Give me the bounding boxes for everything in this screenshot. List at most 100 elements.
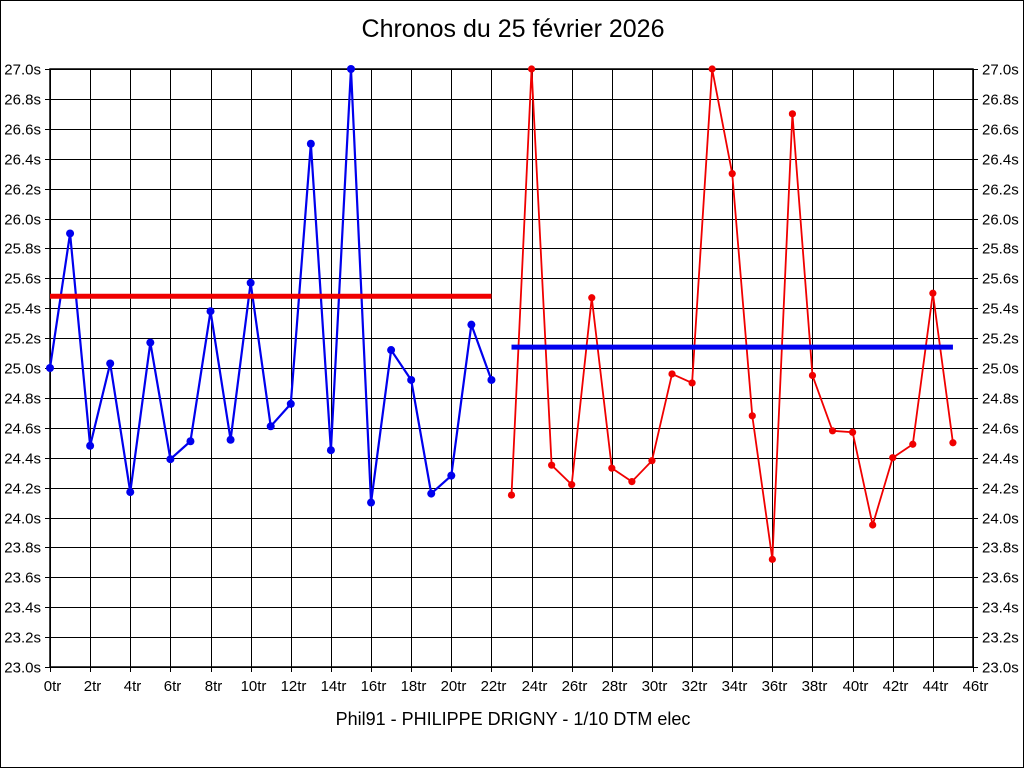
y-axis-label-right: 25.8s [982,241,1019,258]
y-axis-label-right: 23.6s [982,570,1019,587]
y-axis-label-right: 24.6s [982,421,1019,438]
y-axis-label-left: 23.6s [4,570,41,587]
x-axis-label: 4tr [124,678,142,695]
laps-series-blue-marker [226,435,235,444]
laps-series-blue-marker [166,455,175,464]
x-axis-label: 24tr [522,678,548,695]
y-axis-label-right: 23.0s [982,660,1019,677]
y-axis-label-left: 24.6s [4,421,41,438]
x-axis-label: 16tr [361,678,387,695]
y-axis-label-right: 25.2s [982,331,1019,348]
x-axis-label: 40tr [843,678,869,695]
laps-series-red-marker [949,439,957,447]
x-axis-label: 2tr [84,678,102,695]
laps-series-red-marker [728,170,736,178]
laps-series-blue-marker [186,437,195,446]
x-axis-label: 36tr [762,678,788,695]
y-axis-label-right: 26.2s [982,182,1019,199]
laps-series-red-marker [889,454,897,462]
x-axis-label: 10tr [241,678,267,695]
y-axis-label-right: 24.0s [982,511,1019,528]
laps-series-blue-marker [326,446,335,455]
laps-series-red-marker [608,464,616,472]
laps-series-red-marker [548,461,556,469]
laps-series-blue-marker [387,346,396,355]
laps-series-red-marker [668,370,676,378]
x-axis-label: 32tr [682,678,708,695]
laps-series-blue-marker [126,488,135,497]
x-axis-label: 14tr [321,678,347,695]
y-axis-label-right: 26.8s [982,92,1019,109]
laps-series-red-marker [688,379,696,387]
y-axis-label-left: 23.4s [4,600,41,617]
y-axis-label-left: 23.8s [4,540,41,557]
y-axis-label-left: 25.8s [4,241,41,258]
y-axis-label-right: 24.2s [982,481,1019,498]
laps-series-red-marker [788,110,797,118]
y-axis-label-right: 25.6s [982,271,1019,288]
laps-series-blue-marker [146,338,155,347]
y-axis-label-right: 25.0s [982,361,1019,378]
y-axis-label-left: 24.8s [4,391,41,408]
y-axis-label-right: 27.0s [982,62,1019,79]
y-axis-label-right: 24.8s [982,391,1019,408]
laps-series-red-marker [849,428,857,436]
laps-series-blue-marker [467,320,476,329]
laps-series-blue-marker [286,399,295,408]
x-axis-label: 8tr [205,678,223,695]
x-axis-label: 38tr [802,678,828,695]
y-axis-label-left: 27.0s [4,62,41,79]
y-axis-label-left: 25.2s [4,331,41,348]
laps-series-red-marker [748,412,756,420]
laps-series-red-marker [568,481,576,489]
y-axis-label-right: 26.4s [982,152,1019,169]
x-axis-label: 18tr [401,678,427,695]
laps-series-blue-line [48,67,493,504]
x-axis-label: 22tr [481,678,507,695]
chart-title: Chronos du 25 février 2026 [361,15,665,43]
y-axis-label-left: 24.2s [4,481,41,498]
laps-series-blue-marker [447,471,456,480]
y-axis-label-right: 23.2s [982,630,1019,647]
y-axis-label-right: 25.4s [982,301,1019,318]
laps-series-blue-marker [246,278,255,287]
laps-series-blue-marker [106,359,115,368]
laps-series-blue-marker [86,441,95,450]
y-axis-label-right: 26.0s [982,212,1019,229]
y-axis-label-right: 24.4s [982,451,1019,468]
laps-series-blue-marker [367,498,376,507]
y-axis-label-right: 23.4s [982,600,1019,617]
y-axis-label-left: 26.4s [4,152,41,169]
x-axis-label: 20tr [441,678,467,695]
y-axis-label-left: 24.4s [4,451,41,468]
laps-series-red-marker [648,457,656,465]
x-axis-label: 6tr [164,678,182,695]
y-axis-label-left: 25.0s [4,361,41,378]
laps-series-red-marker [909,440,917,448]
laps-series-red-marker [768,555,776,563]
y-axis-label-left: 25.4s [4,301,41,318]
laps-series-red-marker [869,521,877,529]
laps-series-blue-marker [407,375,416,384]
y-axis-label-left: 26.8s [4,92,41,109]
x-axis-label: 30tr [642,678,668,695]
y-axis-label-left: 26.2s [4,182,41,199]
laps-series-red-marker [828,427,837,435]
x-axis-label: 0tr [44,678,62,695]
laps-series-blue-marker [46,364,54,372]
y-axis-label-left: 24.0s [4,511,41,528]
x-axis-label: 12tr [281,678,307,695]
y-axis-label-left: 23.2s [4,630,41,647]
laps-series-red-marker [628,478,636,486]
laps-series-red-marker [808,371,817,380]
laps-series-blue-marker [66,229,75,238]
x-axis-label: 44tr [923,678,949,695]
y-axis-label-left: 26.6s [4,122,41,139]
x-axis-label: 46tr [963,678,989,695]
laps-series-blue-marker [266,422,275,431]
y-axis-label-left: 23.0s [4,660,41,677]
laps-series-blue-marker [487,375,496,384]
chart-caption: Phil91 - PHILIPPE DRIGNY - 1/10 DTM elec [335,709,691,729]
